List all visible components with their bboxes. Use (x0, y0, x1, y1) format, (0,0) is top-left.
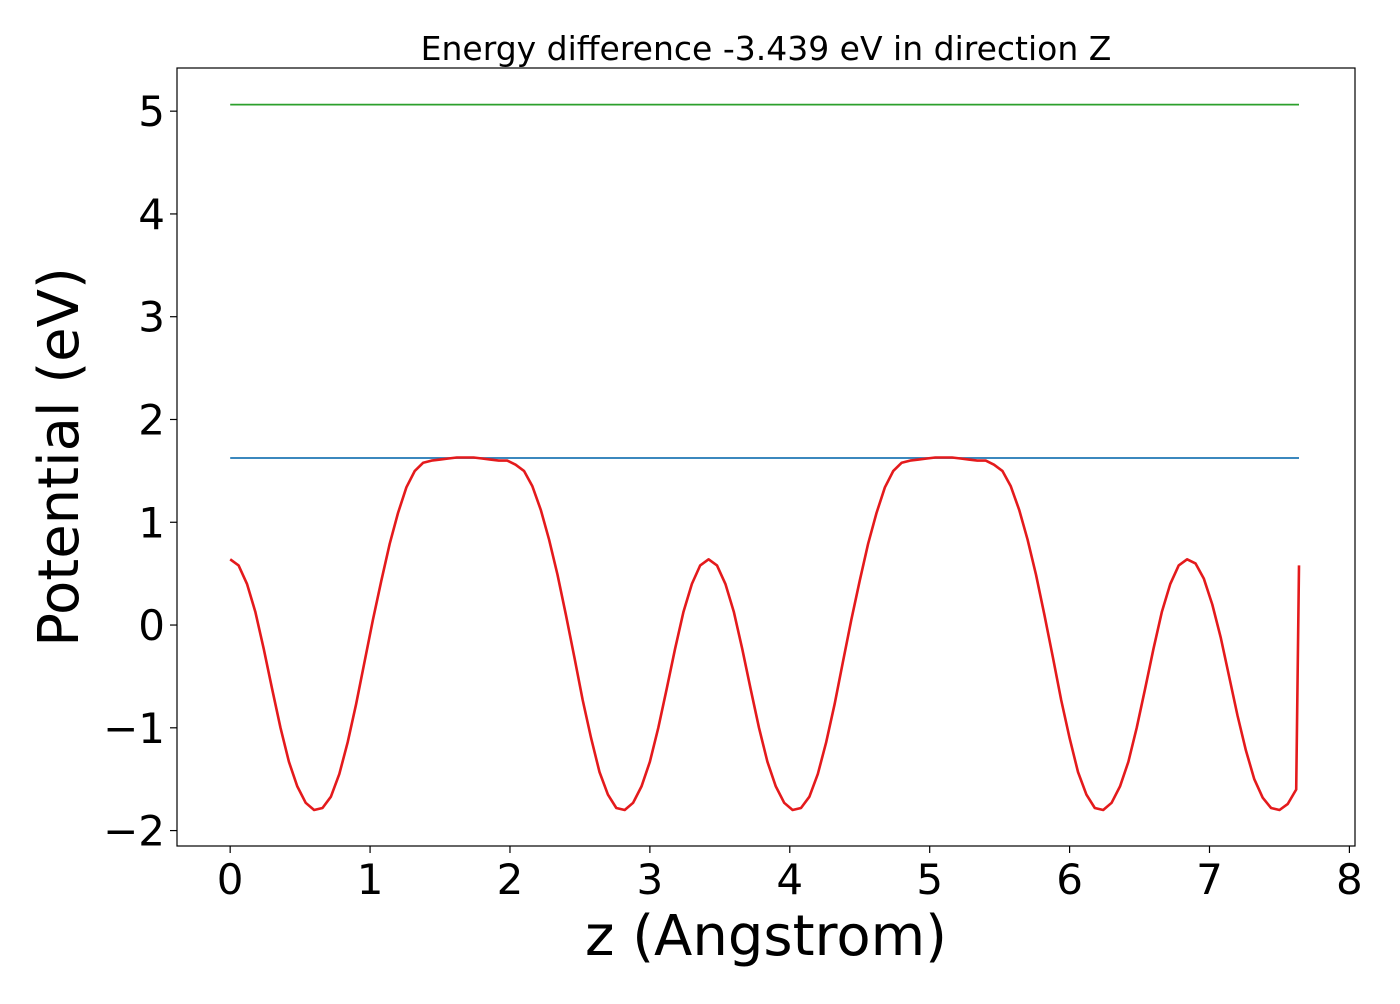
x-axis: 0 1 2 3 4 5 6 7 8 (217, 846, 1363, 904)
y-tick-label: −2 (103, 807, 165, 856)
x-tick-label: 0 (217, 855, 244, 904)
x-tick-label: 5 (916, 855, 943, 904)
x-tick-label: 1 (357, 855, 384, 904)
y-tick-label: 2 (138, 395, 165, 444)
plot-frame (176, 67, 1356, 847)
series-line-2 (229, 456, 1301, 812)
y-tick-label: 3 (138, 293, 165, 342)
y-tick-label: 5 (138, 87, 165, 136)
x-tick-label: 6 (1056, 855, 1083, 904)
chart-title: Energy difference -3.439 eV in direction… (421, 29, 1112, 68)
y-tick-label: 1 (138, 498, 165, 547)
y-axis: −2 −1 0 1 2 3 4 5 (103, 87, 177, 856)
x-tick-label: 8 (1336, 855, 1363, 904)
x-tick-label: 7 (1196, 855, 1223, 904)
y-tick-label: 0 (138, 601, 165, 650)
y-tick-label: 4 (138, 190, 165, 239)
x-tick-label: 4 (776, 855, 803, 904)
x-axis-label: z (Angstrom) (585, 904, 947, 969)
y-axis-label: Potential (eV) (27, 267, 92, 647)
x-tick-label: 3 (637, 855, 664, 904)
plot-area (229, 103, 1301, 812)
y-tick-label: −1 (103, 704, 165, 753)
x-tick-label: 2 (497, 855, 524, 904)
